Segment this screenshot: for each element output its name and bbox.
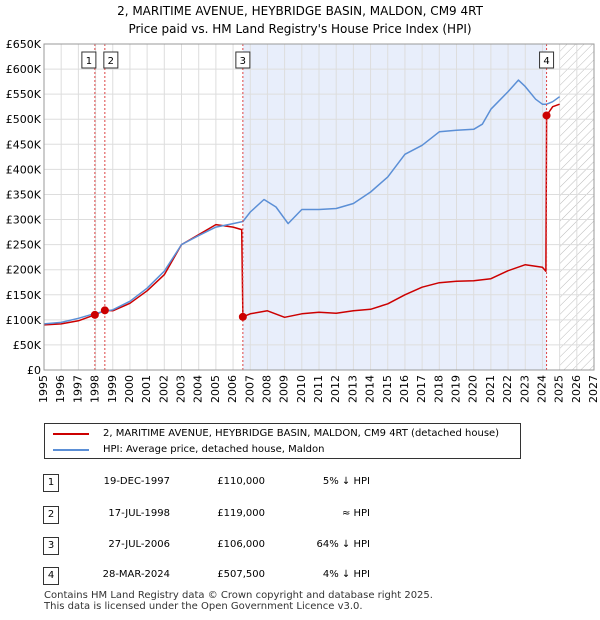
hpi-line [43, 79, 561, 325]
y-tick-label: £0 [27, 364, 41, 377]
sale-point [100, 306, 109, 315]
sale-label-text: 3 [240, 56, 246, 67]
y-tick-label: £150K [6, 289, 42, 302]
footer-copyright: Contains HM Land Registry data © Crown c… [44, 590, 433, 601]
x-tick-label: 2022 [501, 375, 514, 403]
legend-swatch-hpi [53, 449, 89, 451]
sale-label-box [235, 51, 251, 69]
sale-number: 3 [43, 537, 59, 555]
y-tick-label: £500K [6, 113, 42, 126]
chart-title-line1: 2, MARITIME AVENUE, HEYBRIDGE BASIN, MAL… [117, 4, 483, 18]
x-tick-label: 2021 [484, 375, 497, 403]
y-tick-label: £350K [6, 188, 42, 201]
legend-swatch-property [53, 433, 89, 435]
sale-date: 28-MAR-2024 [102, 569, 170, 580]
y-tick-label: £300K [6, 214, 42, 227]
price-chart: 1 2 3 4 1995 1996 1997 1998 1999 2000 2001 2002 200… [6, 38, 600, 403]
sale-label-box [81, 51, 97, 69]
sale-row-1: 1 19-DEC-1997 £110,000 5% ↓ HPI [0, 473, 600, 493]
x-tick-label: 2010 [295, 375, 308, 403]
sale-price: £119,000 [217, 508, 265, 519]
x-tick-label: 1999 [106, 375, 119, 403]
x-tick-label: 2001 [140, 375, 153, 403]
y-tick-label: £400K [6, 163, 42, 176]
ownership-shaded-region [242, 44, 547, 370]
property-price-line [43, 103, 560, 326]
x-tick-label: 2012 [329, 375, 342, 403]
x-tick-label: 2024 [535, 375, 548, 403]
x-tick-label: 2017 [415, 375, 428, 403]
y-tick-label: £250K [6, 239, 42, 252]
x-tick-label: 2004 [192, 375, 205, 403]
sale-price: £106,000 [217, 539, 265, 550]
sale-label-box [539, 51, 555, 69]
x-tick-label: 2013 [346, 375, 359, 403]
x-tick-label: 2002 [157, 375, 170, 403]
x-tick-label: 2008 [260, 375, 273, 403]
x-tick-label: 2006 [226, 375, 239, 403]
x-tick-label: 1995 [37, 375, 50, 403]
x-tick-label: 2016 [398, 375, 411, 403]
sale-point [90, 310, 99, 319]
sale-point [238, 312, 247, 321]
sale-hpi-comparison: ≈ HPI [341, 508, 370, 519]
sale-hpi-comparison: 4% ↓ HPI [322, 569, 370, 580]
y-tick-label: £50K [13, 339, 42, 352]
x-tick-label: 2003 [175, 375, 188, 403]
x-tick-label: 2020 [467, 375, 480, 403]
sale-label-text: 4 [543, 56, 549, 67]
sale-hpi-comparison: 64% ↓ HPI [316, 539, 370, 550]
x-tick-label: 1997 [71, 375, 84, 403]
legend-label-hpi: HPI: Average price, detached house, Mald… [103, 444, 325, 455]
x-tick-label: 1998 [89, 375, 102, 403]
sale-label-text: 1 [86, 56, 92, 67]
x-tick-label: 2009 [278, 375, 291, 403]
sale-row-4: 4 28-MAR-2024 £507,500 4% ↓ HPI [0, 566, 600, 586]
sale-row-3: 3 27-JUL-2006 £106,000 64% ↓ HPI [0, 536, 600, 556]
x-tick-label: 2005 [209, 375, 222, 403]
footer: Contains HM Land Registry data © Crown c… [44, 590, 433, 612]
x-tick-label: 2023 [518, 375, 531, 403]
x-tick-label: 2018 [432, 375, 445, 403]
chart-title-line2: Price paid vs. HM Land Registry's House … [128, 22, 472, 36]
sale-row-2: 2 17-JUL-1998 £119,000 ≈ HPI [0, 505, 600, 525]
footer-licence: This data is licensed under the Open Gov… [44, 601, 363, 612]
x-tick-label: 2025 [553, 375, 566, 403]
y-tick-label: £100K [6, 314, 42, 327]
x-tick-label: 2019 [450, 375, 463, 403]
chart-title: 2, MARITIME AVENUE, HEYBRIDGE BASIN, MAL… [0, 2, 600, 38]
sale-number: 2 [43, 506, 59, 524]
x-tick-label: 2000 [123, 375, 136, 403]
sale-date: 27-JUL-2006 [108, 539, 170, 550]
sale-label-text: 2 [108, 56, 114, 67]
y-tick-label: £450K [6, 138, 42, 151]
x-tick-label: 2007 [243, 375, 256, 403]
y-tick-label: £600K [6, 63, 42, 76]
y-tick-label: £200K [6, 264, 42, 277]
legend: 2, MARITIME AVENUE, HEYBRIDGE BASIN, MAL… [44, 423, 521, 459]
plot-frame [43, 43, 595, 371]
legend-label-property: 2, MARITIME AVENUE, HEYBRIDGE BASIN, MAL… [103, 428, 500, 439]
y-tick-label: £650K [6, 38, 42, 51]
sale-hpi-comparison: 5% ↓ HPI [322, 476, 370, 487]
sale-price: £507,500 [217, 569, 265, 580]
sale-point [542, 111, 551, 120]
sale-date: 17-JUL-1998 [108, 508, 170, 519]
x-tick-label: 2015 [381, 375, 394, 403]
sale-date: 19-DEC-1997 [103, 476, 170, 487]
sale-number: 1 [43, 474, 59, 492]
sale-price: £110,000 [217, 476, 265, 487]
x-tick-label: 2011 [312, 375, 325, 403]
sale-label-box [103, 51, 119, 69]
y-tick-label: £550K [6, 88, 42, 101]
x-tick-label: 1996 [54, 375, 67, 403]
x-tick-label: 2014 [364, 375, 377, 403]
x-tick-label: 2026 [570, 375, 583, 403]
x-tick-label: 2027 [587, 375, 600, 403]
sale-number: 4 [43, 567, 59, 585]
